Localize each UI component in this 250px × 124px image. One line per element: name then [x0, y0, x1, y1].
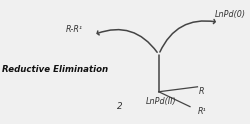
- Text: LnPd(0): LnPd(0): [215, 10, 246, 19]
- Text: R¹: R¹: [198, 107, 206, 116]
- Text: LnPd(II): LnPd(II): [146, 97, 177, 106]
- Text: 2: 2: [117, 102, 123, 111]
- Text: R-R¹: R-R¹: [66, 25, 82, 34]
- Text: R: R: [199, 87, 204, 96]
- Text: Reductive Elimination: Reductive Elimination: [2, 65, 108, 74]
